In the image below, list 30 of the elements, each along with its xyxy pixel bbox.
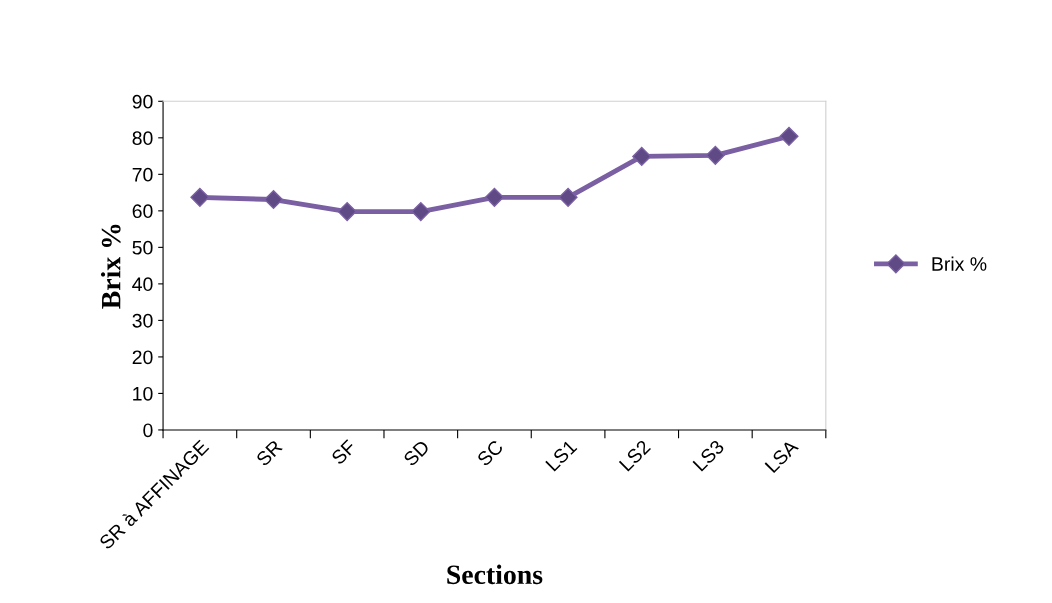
point [337, 202, 357, 222]
y-tick-label: 30 [132, 313, 153, 328]
legend-label: Brix % [932, 256, 987, 271]
y-tick-label: 10 [133, 386, 153, 401]
y-tick-label: 90 [132, 94, 153, 109]
point [779, 126, 799, 146]
x-tick-label: LS1 [545, 439, 578, 472]
y-tick-label: 60 [132, 204, 153, 219]
point [558, 187, 578, 207]
point [632, 146, 652, 166]
y-tick-label: 70 [132, 167, 153, 182]
y-tick-label: 80 [132, 131, 153, 146]
point [263, 189, 284, 210]
x-tick-label: SD [402, 439, 431, 467]
point [190, 187, 210, 207]
x-tick-label: LS3 [692, 439, 725, 472]
x-tick-label: LSA [764, 438, 800, 474]
y-axis-title: Brix % [100, 224, 121, 309]
y-tick-label: 20 [132, 350, 153, 365]
y-tick-label: 0 [143, 423, 153, 438]
point [411, 202, 431, 222]
x-tick-label: SC [476, 439, 505, 467]
y-tick-label: 40 [132, 277, 153, 292]
x-tick-label: SF [330, 439, 357, 466]
point [705, 145, 725, 165]
y-tick-label: 50 [132, 240, 153, 255]
x-tick-label: LS2 [618, 439, 652, 472]
x-axis-title: Sections [447, 564, 543, 585]
point [484, 187, 504, 207]
x-tick-label: SR [255, 439, 283, 467]
